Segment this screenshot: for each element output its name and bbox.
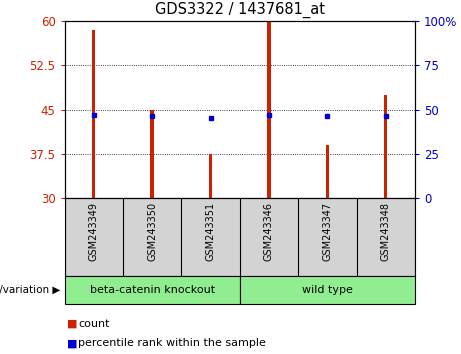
Text: beta-catenin knockout: beta-catenin knockout (89, 285, 215, 295)
Text: ■: ■ (67, 319, 77, 329)
Text: GSM243349: GSM243349 (89, 202, 99, 261)
Bar (209, 154, 212, 198)
Bar (92, 30, 95, 198)
Text: count: count (78, 319, 110, 329)
FancyBboxPatch shape (240, 276, 415, 304)
Title: GDS3322 / 1437681_at: GDS3322 / 1437681_at (155, 2, 325, 18)
Bar (150, 110, 154, 198)
Text: ■: ■ (67, 338, 77, 348)
Text: genotype/variation ▶: genotype/variation ▶ (0, 285, 60, 295)
Text: GSM243347: GSM243347 (322, 202, 332, 261)
Text: GSM243346: GSM243346 (264, 202, 274, 261)
FancyBboxPatch shape (65, 276, 240, 304)
Text: GSM243350: GSM243350 (147, 202, 157, 261)
Text: percentile rank within the sample: percentile rank within the sample (78, 338, 266, 348)
Text: wild type: wild type (302, 285, 353, 295)
Bar (325, 145, 329, 198)
Bar (267, 21, 271, 198)
Text: GSM243348: GSM243348 (381, 202, 391, 261)
Text: GSM243351: GSM243351 (206, 202, 216, 261)
Bar (384, 95, 387, 198)
